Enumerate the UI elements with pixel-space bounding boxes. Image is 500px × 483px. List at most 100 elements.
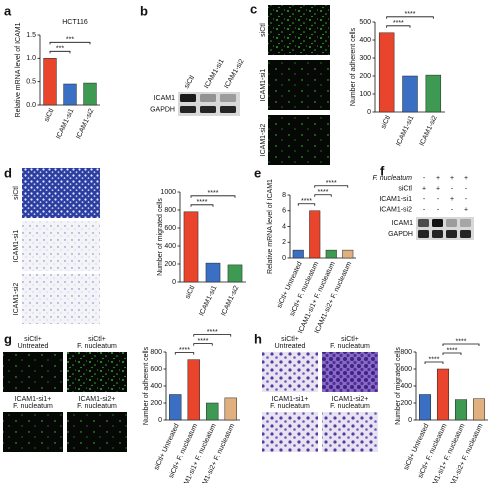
panel-letter: c (250, 1, 257, 16)
image-label: ICAM1-si2 (13, 283, 20, 316)
y-tick-label: 100 (359, 91, 371, 98)
sign: - (423, 196, 426, 203)
y-axis-label: Relative mRNA level of ICAM1 (267, 179, 274, 274)
micrograph (3, 352, 63, 392)
x-tick-label: ICAM1-si1 (198, 285, 218, 318)
bar (183, 211, 199, 283)
bar (224, 397, 237, 421)
y-tick-label: 1000 (160, 189, 176, 196)
bar (402, 75, 418, 113)
x-tick-label: siCtl (43, 107, 55, 123)
y-tick-label: 600 (164, 225, 176, 232)
bar (206, 402, 219, 421)
bar (227, 264, 243, 283)
significance-bracket (314, 185, 349, 188)
micrograph (268, 115, 330, 165)
sign: - (423, 175, 426, 182)
y-tick-label: 0 (408, 417, 412, 424)
significance-label: **** (393, 20, 404, 27)
image-label: Untreated (275, 343, 306, 350)
sign: + (464, 175, 468, 182)
micrograph (22, 221, 100, 271)
y-axis-label: Number of migrated cells (157, 198, 164, 276)
sign: - (423, 206, 426, 213)
bar (292, 249, 304, 259)
image-label: F. nucleatum (77, 343, 117, 350)
bar (418, 394, 432, 421)
y-tick-label: 600 (400, 366, 412, 373)
sign: - (465, 196, 468, 203)
lane-label: siCtl (183, 74, 196, 90)
sign: + (436, 185, 440, 192)
blot-band (180, 106, 196, 113)
image-label: siCtl (260, 23, 267, 37)
blot-band (418, 219, 429, 227)
significance-bracket (314, 194, 332, 197)
blot-band (432, 219, 443, 227)
chart-title: HCT116 (62, 19, 88, 26)
significance-label: **** (179, 347, 190, 354)
y-tick-label: 200 (359, 73, 371, 80)
blot-band (200, 106, 216, 113)
micrograph (22, 274, 100, 324)
micrograph (262, 352, 318, 392)
significance-bracket (190, 195, 236, 198)
bar (454, 399, 468, 421)
y-tick-label: 600 (150, 366, 162, 373)
y-tick-label: 6 (282, 208, 286, 215)
panel-letter: b (140, 3, 148, 18)
micrograph (67, 352, 127, 392)
bar (425, 74, 442, 113)
y-tick-label: 0 (282, 255, 286, 262)
micrograph (322, 412, 378, 452)
y-tick-label: 2 (282, 239, 286, 246)
significance-label: **** (208, 190, 219, 197)
image-label: ICAM1-si2+ (79, 396, 116, 403)
blot-band (220, 106, 236, 113)
lane-label: ICAM1-si1 (203, 58, 225, 90)
bar (342, 249, 354, 259)
image-label: F. nucleatum (270, 403, 310, 410)
y-tick-label: 300 (359, 55, 371, 62)
x-tick-label: siCtl (184, 284, 196, 300)
significance-label: *** (56, 46, 64, 53)
x-tick-label: ICAM1-si1 (55, 108, 75, 141)
y-tick-label: 4 (282, 223, 286, 230)
sign: + (422, 185, 426, 192)
blot-band (180, 94, 196, 102)
bar (83, 82, 97, 106)
y-axis-label: Relative mRNA level of ICAM1 (15, 22, 22, 117)
significance-label: **** (301, 198, 312, 205)
axis-line (289, 195, 356, 259)
y-tick-label: 200 (150, 400, 162, 407)
y-axis-label: Number of adherent cells (350, 27, 357, 106)
significance-label: **** (405, 11, 416, 18)
significance-bracket (174, 352, 195, 355)
significance-label: **** (197, 199, 208, 206)
significance-label: **** (447, 347, 458, 354)
micrograph (322, 352, 378, 392)
significance-bracket (49, 50, 71, 54)
significance-label: **** (198, 338, 209, 345)
sign: - (437, 196, 440, 203)
sign: + (450, 175, 454, 182)
blot-band (418, 230, 429, 238)
image-label: ICAM1-si2+ (332, 396, 369, 403)
sign: - (451, 185, 454, 192)
y-tick-label: 0 (158, 417, 162, 424)
sign: - (451, 206, 454, 213)
bar (436, 368, 450, 421)
x-tick-label: ICAM1-si2 (220, 285, 240, 318)
blot-band (446, 219, 457, 227)
sign: + (450, 196, 454, 203)
blot-band (432, 230, 443, 238)
y-tick-label: 400 (164, 243, 176, 250)
image-label: siCtl+ (88, 336, 106, 343)
row-label: ICAM1 (392, 220, 414, 227)
x-tick-label: ICAM1-si2 (419, 115, 439, 148)
row-label: F. nucleatum (372, 175, 412, 182)
y-tick-label: 500 (359, 19, 371, 26)
row-label: ICAM1-si2 (379, 206, 412, 213)
significance-bracket (193, 343, 213, 346)
significance-bracket (297, 203, 316, 206)
